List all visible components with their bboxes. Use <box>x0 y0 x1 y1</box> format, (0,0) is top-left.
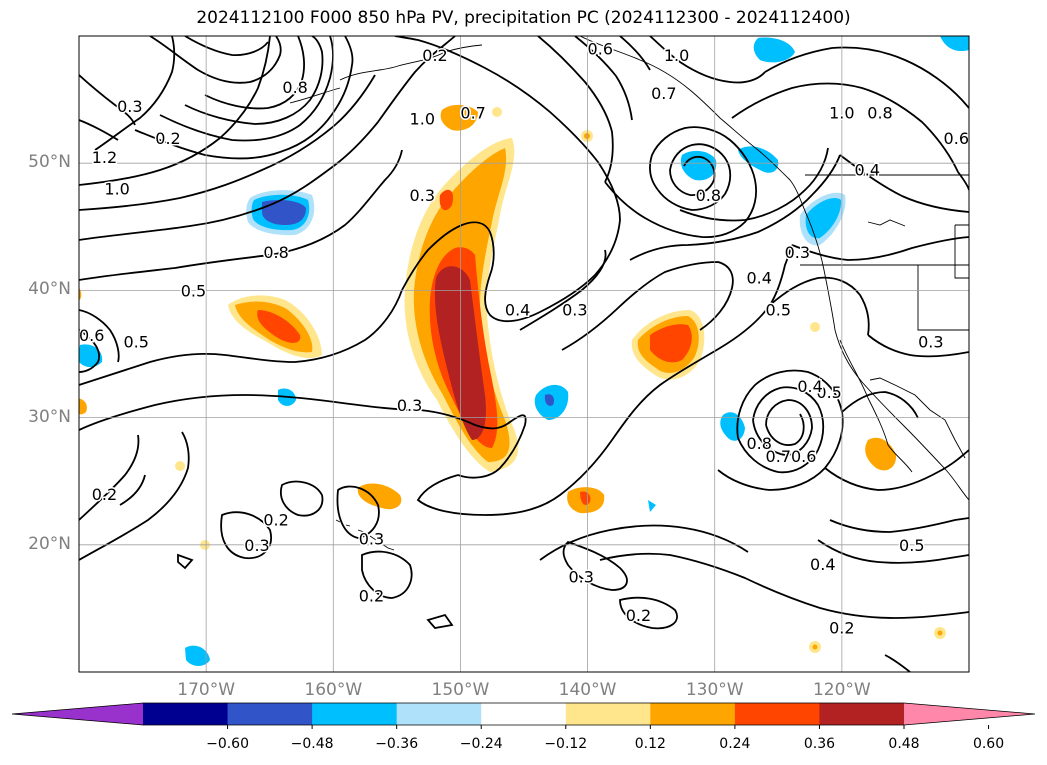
contour-label: 0.8 <box>282 78 307 97</box>
contour-label: 0.5 <box>766 300 791 319</box>
colorbar-segment <box>650 703 736 725</box>
contour-label: 0.3 <box>410 186 435 205</box>
contour-label: 0.2 <box>359 587 384 606</box>
contour-label: 0.3 <box>117 97 142 116</box>
contour-label: 0.6 <box>944 129 969 148</box>
precip-shading <box>79 104 946 653</box>
contour-label: 0.2 <box>263 510 288 529</box>
colorbar-segment <box>312 703 398 725</box>
colorbar-tick-label: 0.60 <box>972 736 1005 752</box>
precip-negative-shading <box>79 36 969 666</box>
contour-label: 0.3 <box>918 332 943 351</box>
contour-label: 0.7 <box>460 103 485 122</box>
colorbar-tick-label: 0.12 <box>634 736 666 752</box>
contour-label: 0.8 <box>746 434 771 453</box>
colorbar-tick-label: −0.36 <box>375 736 419 752</box>
contour-label: 0.2 <box>92 485 117 504</box>
contour-label: 1.0 <box>104 180 129 199</box>
contour-label: 0.6 <box>791 447 816 466</box>
contour-label: 0.2 <box>155 129 180 148</box>
contour-label: 0.3 <box>568 568 593 587</box>
pv-contours <box>79 36 969 672</box>
longitude-label: 120°W <box>812 680 871 700</box>
colorbar-segment <box>565 703 651 725</box>
contour-label: 0.7 <box>651 84 676 103</box>
colorbar-tick-label: −0.12 <box>544 736 588 752</box>
precip-blob-hawaii <box>357 483 402 510</box>
contour-label: 0.6 <box>79 326 104 345</box>
coastlines <box>289 36 969 501</box>
latitude-label: 50°N <box>28 152 71 173</box>
neg-blob-low <box>680 150 717 181</box>
contour-label: 0.5 <box>816 383 841 402</box>
contour-label: 0.4 <box>746 269 771 288</box>
contour-label: 0.2 <box>829 618 854 637</box>
precip-blob-baja <box>865 437 897 471</box>
colorbar-extend-high <box>904 703 1035 725</box>
contour-label: 0.8 <box>696 186 721 205</box>
map-gridlines <box>79 36 969 672</box>
colorbar-segment <box>227 703 313 725</box>
latitude-label: 40°N <box>28 279 71 300</box>
map-frame <box>78 35 970 673</box>
contour-label: 0.4 <box>810 555 835 574</box>
colorbar-tick-label: 0.24 <box>719 736 751 752</box>
contour-label: 1.0 <box>829 103 854 122</box>
contour-label: 1.0 <box>410 110 435 129</box>
contour-label: 0.4 <box>855 161 880 180</box>
longitude-label: 170°W <box>177 680 236 700</box>
hawaii-islands <box>335 519 395 551</box>
colorbar-tick-label: 0.36 <box>803 736 836 752</box>
longitude-label: 140°W <box>558 680 617 700</box>
contour-labels: 0.30.21.21.00.80.21.0 0.70.30.80.50.6 0.50… <box>79 38 969 639</box>
contour-label: 1.0 <box>664 46 689 65</box>
colorbar-tick-label: −0.48 <box>290 736 334 752</box>
neg-blob-east <box>753 37 795 63</box>
contour-label: 0.5 <box>181 281 206 300</box>
contour-label: 0.8 <box>263 243 288 262</box>
latitude-label: 30°N <box>28 406 71 427</box>
contour-label: 0.4 <box>797 377 822 396</box>
colorbar-segment <box>396 703 482 725</box>
longitude-label: 150°W <box>431 680 490 700</box>
contour-label: 0.3 <box>397 396 422 415</box>
contour-label: 0.7 <box>766 447 791 466</box>
colorbar-segment <box>734 703 820 725</box>
contour-label: 0.8 <box>867 103 892 122</box>
longitude-label: 130°W <box>685 680 744 700</box>
colorbar-segment <box>481 703 567 725</box>
colorbar-outline <box>11 702 1036 726</box>
colorbar-tick-label: −0.60 <box>206 736 249 752</box>
colorbar-tick-label: 0.48 <box>888 736 920 752</box>
contour-label: 0.4 <box>505 300 530 319</box>
contour-label: 0.3 <box>785 243 810 262</box>
contour-label: 1.2 <box>92 148 117 167</box>
contour-label: 0.5 <box>123 332 148 351</box>
contour-label: 0.5 <box>899 536 924 555</box>
contour-label: 0.2 <box>626 606 651 625</box>
colorbar <box>11 702 1036 729</box>
colorbar-segment <box>143 703 229 725</box>
precip-blob-north <box>440 104 478 131</box>
colorbar-extend-low <box>12 703 143 725</box>
contour-label: 0.3 <box>244 536 269 555</box>
contour-label: 0.2 <box>422 46 447 65</box>
colorbar-tick-label: −0.24 <box>459 736 503 752</box>
latitude-label: 20°N <box>28 533 71 554</box>
longitude-label: 160°W <box>304 680 363 700</box>
map-title: 2024112100 F000 850 hPa PV, precipitatio… <box>196 8 851 28</box>
contour-label: 0.3 <box>359 529 384 548</box>
colorbar-segment <box>819 703 905 725</box>
contour-label: 0.3 <box>562 300 587 319</box>
contour-label: 0.6 <box>588 40 613 59</box>
